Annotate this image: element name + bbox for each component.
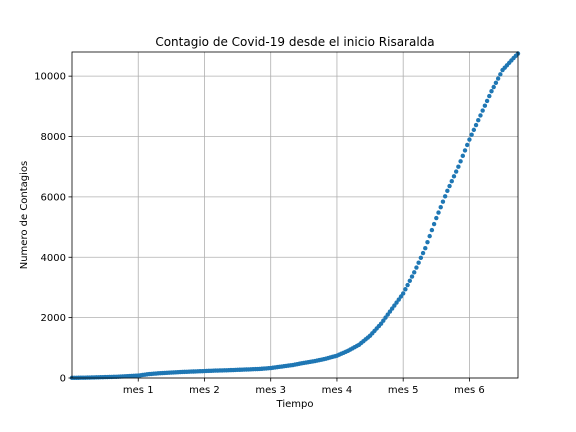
data-point [438,204,443,210]
data-point [478,113,483,118]
chart-title: Contagio de Covid-19 desde el inicio Ris… [155,35,434,49]
y-tick-label: 2000 [41,313,66,324]
data-point [447,183,452,189]
data-point [416,260,421,265]
data-point [389,306,395,311]
data-point [498,72,503,77]
data-point [431,221,437,227]
data-point [456,164,461,169]
y-axis-label: Numero de Contagios [19,161,30,270]
data-point [381,318,386,323]
axis-ticks: mes 1 mes 2 mes 3 mes 4 mes 5 mes 6 0 2000 4000 6… [34,72,485,396]
data-point [412,270,417,275]
data-point [414,265,419,270]
data-point [398,294,404,299]
data-point [405,282,410,288]
data-point [420,250,426,256]
data-point [445,188,450,194]
data-point [484,98,490,104]
data-point [423,246,428,251]
x-tick-label: mes 5 [388,385,419,396]
data-point [449,178,454,184]
grid [72,52,518,379]
data-point [434,215,439,221]
data-point [489,89,494,94]
plot-frame [71,51,519,379]
data-point [425,239,430,245]
data-point [394,300,399,305]
y-tick-label: 10000 [34,72,66,83]
data-point [453,169,459,174]
x-tick-label: mes 4 [322,385,353,396]
x-tick-label: mes 2 [189,385,220,396]
data-point [458,159,463,164]
data-point [495,76,501,81]
data-point [469,132,474,137]
data-point [409,274,415,279]
data-point [491,84,496,90]
data-point [487,93,492,99]
x-tick-label: mes 3 [255,385,286,396]
data-point [407,278,413,283]
y-tick-label: 6000 [41,192,66,203]
data-point [400,291,406,296]
data-point [480,108,485,113]
y-tick-label: 0 [60,374,66,385]
data-point [385,312,390,317]
data-point [473,122,479,128]
data-point [427,233,432,239]
x-axis-label: Tiempo [276,399,314,410]
data-point [429,227,435,233]
data-point [482,103,488,108]
data-point [418,255,424,261]
data-point [467,137,472,142]
data-point [493,80,499,85]
data-points [69,51,521,381]
data-point [440,199,446,204]
data-point [436,210,441,215]
data-point [378,321,384,326]
data-point [451,174,457,179]
y-tick-label: 4000 [41,253,66,264]
data-point [476,118,481,123]
y-tick-label: 8000 [41,132,66,143]
data-point [387,309,393,314]
data-point [471,127,477,133]
data-point [383,315,388,320]
data-point [465,142,470,148]
data-point [403,287,408,292]
x-tick-label: mes 6 [454,385,485,396]
data-point [392,303,397,308]
data-point [462,148,468,153]
x-tick-label: mes 1 [123,385,154,396]
data-point [460,153,465,159]
data-point [442,194,448,199]
data-point [396,297,401,302]
